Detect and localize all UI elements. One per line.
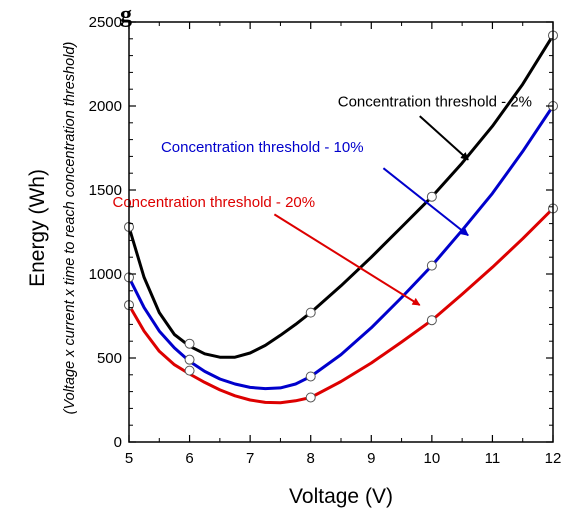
plot-area: Concentration threshold - 2% Concentratio…	[112, 30, 558, 405]
series-line-1	[127, 104, 555, 391]
x-tick-label: 7	[246, 450, 254, 467]
y-axis-title: Energy (Wh)	[26, 169, 49, 287]
x-tick-label: 11	[485, 450, 501, 467]
x-tick-label: 12	[545, 450, 562, 467]
annotation-arrow-1	[382, 167, 469, 237]
series-line-2	[127, 207, 555, 405]
data-point-2	[426, 315, 437, 326]
annotation-label-1: Concentration threshold - 10%	[161, 139, 364, 156]
data-point-2	[184, 365, 195, 376]
x-tick-label: 6	[185, 450, 193, 467]
x-tick-label: 8	[307, 450, 315, 467]
x-tick-label: 5	[125, 450, 133, 467]
x-tick-label: 10	[424, 450, 441, 467]
data-point-2	[305, 392, 316, 403]
y-tick-label: 1500	[89, 182, 122, 199]
annotation-arrow-2	[273, 213, 421, 306]
data-point-1	[184, 354, 195, 365]
data-point-1	[426, 260, 437, 271]
annotation-arrow-0	[419, 115, 469, 161]
data-point-0	[184, 338, 195, 349]
y-tick-label: 0	[114, 434, 122, 451]
y-axis-subtitle: (Voltage x current x time to reach conce…	[62, 42, 78, 415]
plot-frame	[128, 21, 554, 443]
x-axis-title: Voltage (V)	[289, 485, 393, 508]
y-tick-label: 2500	[89, 14, 122, 31]
y-tick-label: 500	[97, 350, 122, 367]
series-line-0	[127, 33, 555, 359]
y-tick-label: 1000	[89, 266, 122, 283]
data-point-1	[305, 371, 316, 382]
axes: 5 6 7 8 9 10 11 12 0 500 1000 1500 2000 2500	[89, 14, 562, 467]
y-tick-label: 2000	[89, 98, 122, 115]
annotation-label-0: Concentration threshold - 2%	[338, 93, 532, 110]
x-tick-label: 9	[367, 450, 375, 467]
data-point-0	[305, 307, 316, 318]
data-point-0	[426, 191, 437, 202]
annotation-label-2: Concentration threshold - 20%	[112, 194, 315, 211]
